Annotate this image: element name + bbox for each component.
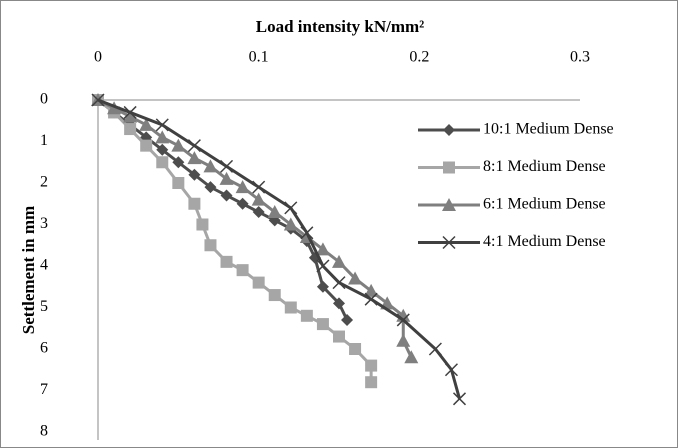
marker-square [204,239,217,252]
marker-diamond [316,280,329,293]
marker-triangle [187,151,202,165]
x-tick-label: 0.2 [409,49,429,66]
marker-x [444,363,458,377]
marker-x [442,235,456,250]
legend-label: 8:1 Medium Dense [483,158,606,175]
marker-triangle [203,159,218,173]
marker-triangle [396,333,411,347]
marker-square [349,343,362,355]
marker-diamond [252,206,265,219]
marker-diamond [204,181,217,194]
marker-x [187,139,201,153]
marker-diamond [333,297,345,310]
marker-square [365,376,378,389]
marker-x [220,159,234,173]
marker-square [220,255,233,268]
marker-diamond [188,168,201,181]
marker-x [364,292,378,306]
legend-label: 10:1 Medium Dense [483,121,614,138]
marker-square [196,218,209,231]
marker-triangle [139,117,154,131]
marker-square [443,161,455,174]
marker-triangle [283,217,298,231]
marker-triangle [315,242,330,256]
marker-triangle [404,350,419,364]
marker-square [188,197,201,210]
x-tick-label: 0.3 [570,49,590,66]
marker-square [284,301,297,314]
x-tick-label: 0 [94,49,102,66]
marker-triangle [442,198,456,211]
marker-diamond [172,156,185,169]
marker-square [252,276,265,289]
marker-x [284,201,298,215]
marker-triangle [267,205,282,219]
y-tick-label: 4 [40,257,48,274]
marker-square [365,359,378,372]
marker-square [300,309,313,322]
marker-x [91,93,105,107]
marker-square [172,177,185,189]
marker-diamond [236,197,249,210]
marker-x [332,276,346,290]
marker-square [333,330,345,343]
marker-triangle [348,271,363,285]
y-axis-label: Settlement in mm [19,206,38,334]
y-tick-label: 1 [40,132,48,149]
marker-square [156,156,169,169]
y-tick-label: 8 [40,423,48,440]
y-tick-label: 6 [40,340,48,357]
marker-triangle [155,130,170,144]
marker-square [124,123,137,136]
marker-triangle [235,180,250,194]
marker-triangle [364,283,379,297]
marker-diamond [443,124,455,136]
marker-diamond [341,313,354,326]
marker-x [396,313,410,327]
marker-x [123,105,137,119]
marker-square [236,264,249,277]
series-line [97,98,413,358]
chart-title: Load intensity kN/mm² [256,17,425,36]
marker-diamond [156,143,169,156]
marker-square [140,139,153,152]
marker-triangle [171,138,186,152]
y-tick-label: 7 [40,381,48,398]
marker-x [452,392,467,406]
y-tick-label: 5 [40,298,48,315]
legend-label: 4:1 Medium Dense [483,233,606,250]
x-tick-label: 0.1 [249,49,269,66]
marker-triangle [332,254,346,268]
marker-triangle [123,109,138,123]
marker-x [428,342,442,356]
marker-square [268,289,281,302]
marker-x [252,180,266,194]
y-tick-label: 3 [40,215,48,232]
legend-label: 6:1 Medium Dense [483,196,606,213]
y-tick-label: 0 [40,91,48,108]
marker-x [316,259,330,273]
marker-square [316,318,329,331]
y-tick-label: 2 [40,174,48,191]
marker-x [155,118,169,132]
marker-x [300,226,314,240]
marker-diamond [220,189,233,202]
marker-triangle [251,192,266,206]
marker-triangle [219,171,234,185]
